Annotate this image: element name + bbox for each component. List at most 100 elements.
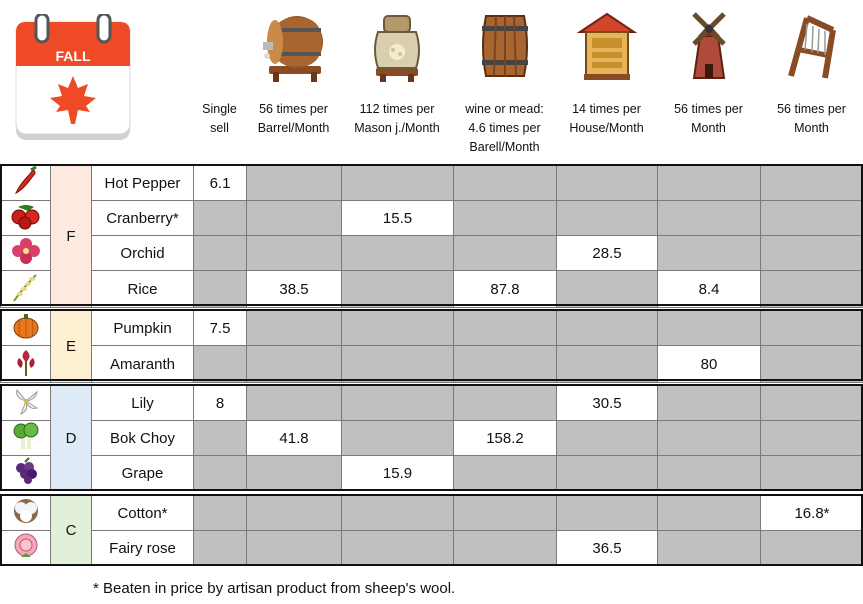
group-d: D Lily 8 30.5 Bok Choy 41.8 158.2 Grape … <box>0 385 863 491</box>
table-row: Grape 15.9 <box>0 455 863 491</box>
footnote: * Beaten in price by artisan product fro… <box>93 580 456 597</box>
cask-icon <box>481 15 528 77</box>
loom-icon <box>787 15 836 79</box>
table-row: Rice 38.5 87.8 8.4 <box>0 270 863 308</box>
empty-cell <box>657 385 761 421</box>
fall-calendar-icon: FALL <box>15 14 131 140</box>
group-border <box>0 309 863 381</box>
empty-cell <box>246 495 342 531</box>
column-header-loom: 56 times per Month <box>760 0 863 163</box>
table-row: Fairy rose 36.5 <box>0 530 863 566</box>
crop-icon-cell <box>0 310 51 346</box>
crop-name: Hot Pepper <box>91 165 194 201</box>
empty-cell <box>556 165 658 201</box>
empty-cell <box>246 455 342 491</box>
value-cell: 16.8* <box>760 495 863 531</box>
empty-cell <box>760 455 863 491</box>
empty-cell <box>657 455 761 491</box>
empty-cell <box>453 200 557 236</box>
amaranth-icon <box>16 350 35 376</box>
crop-icon-cell <box>0 165 51 201</box>
crop-name: Cranberry* <box>91 200 194 236</box>
empty-cell <box>760 530 863 566</box>
empty-cell <box>246 385 342 421</box>
crop-icon-cell <box>0 455 51 491</box>
empty-cell <box>193 345 247 383</box>
empty-cell <box>556 345 658 383</box>
column-header-mill: 56 times per Month <box>657 0 760 163</box>
grape-icon <box>15 457 37 484</box>
empty-cell <box>341 495 454 531</box>
preserves-jar-icon <box>374 15 420 82</box>
column-header-bee-house: 14 times per House/Month <box>556 0 657 163</box>
lily-icon <box>15 388 38 416</box>
empty-cell <box>760 270 863 308</box>
grade-c: C <box>50 495 92 566</box>
value-cell: 30.5 <box>556 385 658 421</box>
crop-icon-cell <box>0 420 51 456</box>
value-cell: 7.5 <box>193 310 247 346</box>
empty-cell <box>246 345 342 383</box>
value-cell: 87.8 <box>453 270 557 308</box>
crop-name: Pumpkin <box>91 310 194 346</box>
grade-f: F <box>50 165 92 308</box>
bok-choy-icon <box>13 422 38 449</box>
table-row: Amaranth 80 <box>0 345 863 383</box>
crop-name: Cotton* <box>91 495 194 531</box>
keg-icon <box>262 16 323 82</box>
table-row: F Hot Pepper 6.1 <box>0 165 863 308</box>
empty-cell <box>341 345 454 383</box>
empty-cell <box>556 495 658 531</box>
value-cell: 8 <box>193 385 247 421</box>
crop-name: Bok Choy <box>91 420 194 456</box>
crop-icon-cell <box>0 530 51 566</box>
empty-cell <box>193 270 247 308</box>
empty-cell <box>341 310 454 346</box>
column-header-single-sell: Single sell <box>202 102 237 135</box>
empty-cell <box>760 345 863 383</box>
empty-cell <box>760 235 863 271</box>
group-c: C Cotton* 16.8* Fairy rose 36.5 <box>0 495 863 566</box>
empty-cell <box>246 165 342 201</box>
empty-cell <box>193 455 247 491</box>
empty-cell <box>341 235 454 271</box>
grade-e: E <box>50 310 92 383</box>
group-border <box>0 494 863 566</box>
crop-name: Rice <box>91 270 194 308</box>
table-row: Orchid 28.5 <box>0 235 863 271</box>
empty-cell <box>760 310 863 346</box>
empty-cell <box>453 235 557 271</box>
mill-icon <box>691 12 726 79</box>
empty-cell <box>760 165 863 201</box>
group-e: E Pumpkin 7.5 Amaranth 80 <box>0 310 863 383</box>
empty-cell <box>193 420 247 456</box>
cranberry-icon <box>11 205 39 230</box>
value-cell: 36.5 <box>556 530 658 566</box>
crop-name: Orchid <box>91 235 194 271</box>
rice-icon <box>12 274 37 302</box>
empty-cell <box>453 345 557 383</box>
empty-cell <box>341 385 454 421</box>
empty-cell <box>193 530 247 566</box>
empty-cell <box>760 420 863 456</box>
empty-cell <box>760 385 863 421</box>
empty-cell <box>556 270 658 308</box>
bee-house-icon <box>576 12 637 80</box>
empty-cell <box>657 235 761 271</box>
crop-icon-cell <box>0 495 51 531</box>
group-border <box>0 384 863 491</box>
empty-cell <box>341 165 454 201</box>
value-cell: 41.8 <box>246 420 342 456</box>
value-cell: 80 <box>657 345 761 383</box>
crop-icon-cell <box>0 200 51 236</box>
crop-name: Amaranth <box>91 345 194 383</box>
value-cell: 38.5 <box>246 270 342 308</box>
table-row: Cranberry* 15.5 <box>0 200 863 236</box>
empty-cell <box>193 235 247 271</box>
empty-cell <box>341 420 454 456</box>
pumpkin-icon <box>13 314 38 339</box>
empty-cell <box>657 310 761 346</box>
column-header-cask: wine or mead: 4.6 times per Barell/Month <box>453 0 556 163</box>
fairy-rose-icon <box>14 533 37 557</box>
table-row: D Lily 8 30.5 <box>0 385 863 491</box>
